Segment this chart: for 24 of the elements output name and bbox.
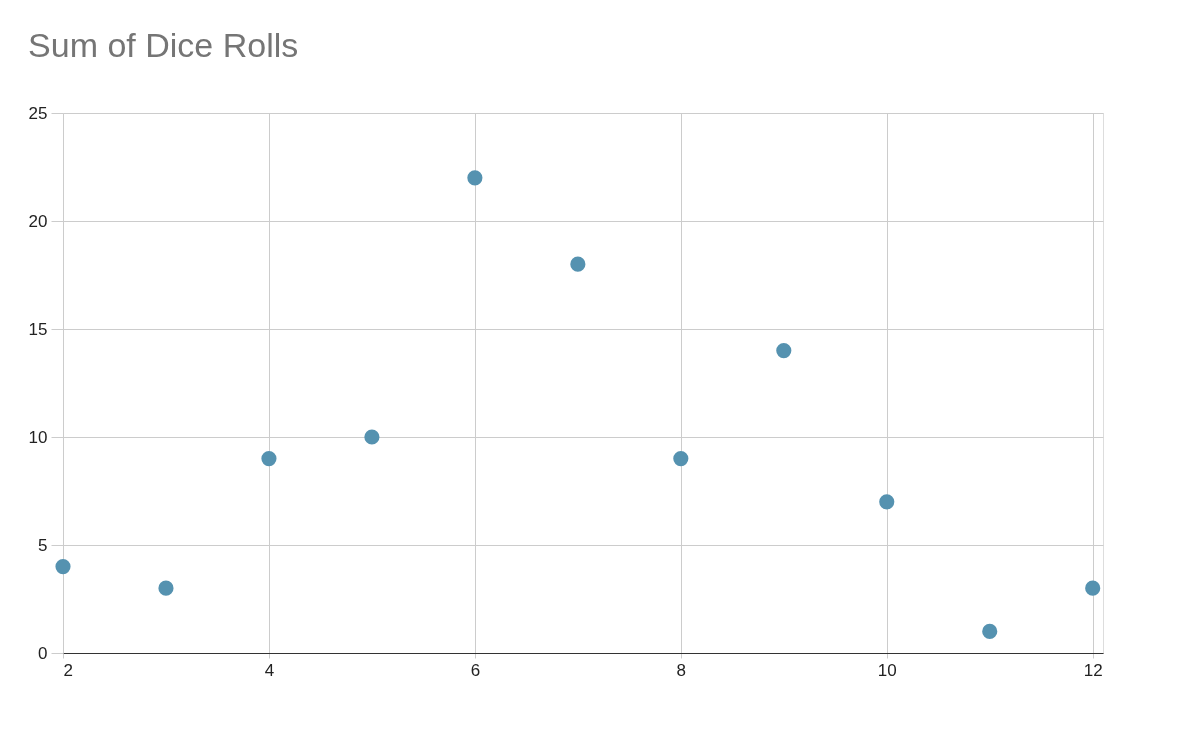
chart-title: Sum of Dice Rolls [28,26,299,64]
point [1085,580,1101,596]
point [673,451,689,467]
y-tick-label: 20 [28,211,48,231]
point [467,170,483,186]
x-tick-label: 10 [877,660,897,680]
y-tick-label: 10 [28,427,48,447]
point [879,494,895,510]
x-tick-label: 6 [470,660,481,680]
point [364,429,380,445]
point [261,451,277,467]
y-tick-label: 25 [28,103,48,123]
point [570,256,586,272]
x-tick-label: 8 [676,660,687,680]
point [776,343,792,359]
point [55,559,71,575]
x-tick-label: 12 [1083,660,1103,680]
point [158,580,174,596]
y-tick-label: 15 [28,319,48,339]
y-tick-label: 0 [38,643,48,663]
point [982,623,998,639]
x-tick-label: 2 [63,660,73,680]
y-tick-label: 5 [38,535,48,555]
x-tick-label: 4 [264,660,275,680]
